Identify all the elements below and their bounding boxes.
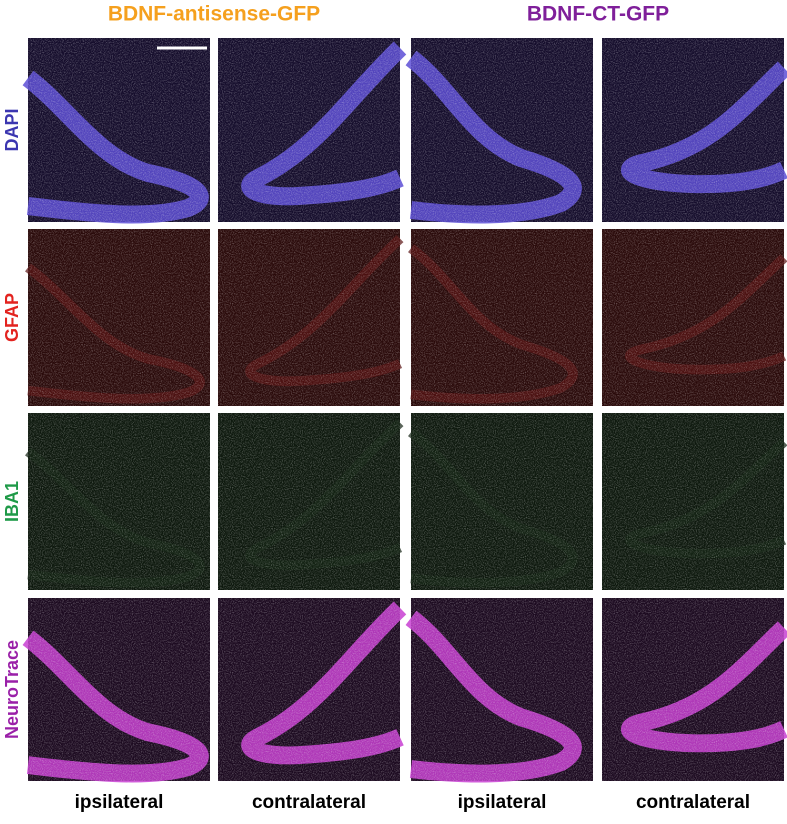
grain (218, 413, 400, 590)
image-panel (602, 229, 787, 406)
row-label: GFAP (2, 293, 22, 342)
grain (411, 413, 593, 590)
image-panel (22, 598, 210, 783)
column-label: ipsilateral (75, 792, 164, 813)
grain (218, 229, 400, 406)
column-label: ipsilateral (458, 792, 547, 813)
group-title: BDNF-CT-GFP (527, 3, 669, 26)
image-panel (602, 598, 787, 781)
grain (411, 38, 593, 222)
row-label: NeuroTrace (2, 640, 22, 739)
grain (602, 229, 784, 406)
image-panel (405, 598, 593, 783)
image-panel (22, 38, 210, 224)
image-panel (218, 598, 407, 781)
grain (28, 38, 210, 222)
grain (28, 229, 210, 406)
grain (602, 598, 784, 781)
image-panel (407, 229, 593, 406)
column-label: contralateral (252, 792, 366, 813)
grain (218, 38, 400, 222)
image-panel (405, 38, 593, 224)
group-title: BDNF-antisense-GFP (108, 3, 320, 26)
image-panel (218, 38, 407, 222)
row-label: IBA1 (2, 481, 22, 522)
image-panel (24, 413, 210, 590)
grain (602, 413, 784, 590)
image-panel (218, 229, 404, 406)
image-panel (24, 229, 210, 406)
grain (28, 413, 210, 590)
image-panel (602, 413, 787, 590)
grain (28, 598, 210, 781)
grain (218, 598, 400, 781)
image-panel (602, 38, 787, 222)
row-label: DAPI (2, 108, 22, 151)
grain (602, 38, 784, 222)
grain (411, 598, 593, 781)
image-panel (218, 413, 404, 590)
image-panel (407, 413, 593, 590)
grain (411, 229, 593, 406)
column-label: contralateral (636, 792, 750, 813)
panel-grid (22, 38, 787, 783)
